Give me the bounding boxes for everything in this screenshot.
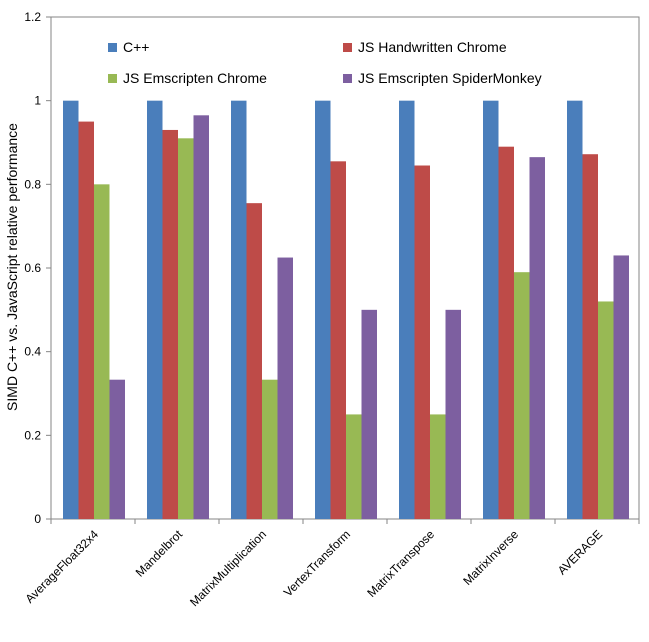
bar (78, 121, 94, 519)
bar (399, 100, 415, 520)
bar (231, 100, 247, 520)
bar (598, 301, 614, 519)
y-tick-label: 0.8 (24, 177, 41, 191)
legend-label: JS Handwritten Chrome (358, 39, 507, 55)
bar (498, 146, 514, 519)
bar (63, 100, 79, 520)
legend-label: C++ (123, 39, 149, 55)
x-tick-label: Mandelbrot (133, 527, 186, 580)
legend-label: JS Emscripten SpiderMonkey (358, 70, 542, 86)
x-tick-label: MatrixInverse (460, 527, 521, 588)
legend-swatch (108, 43, 117, 52)
bar (147, 100, 163, 520)
y-axis-label: SIMD C++ vs. JavaScript relative perform… (4, 123, 20, 411)
bar (361, 309, 377, 519)
x-tick-label: MatrixMultiplication (187, 527, 269, 609)
bar (414, 165, 430, 519)
bar (582, 154, 598, 520)
x-tick-label: AVERAGE (555, 527, 605, 577)
y-tick-label: 0.4 (24, 345, 41, 359)
bar (567, 100, 583, 520)
legend-item: JS Emscripten Chrome (108, 70, 267, 86)
x-tick-label: VertexTransform (281, 527, 353, 599)
bar (315, 100, 331, 520)
bar (178, 138, 194, 520)
bar (613, 255, 629, 519)
bar (529, 157, 545, 519)
bar (162, 129, 178, 519)
bar (262, 379, 278, 519)
y-tick-label: 0.6 (24, 261, 41, 275)
bar (346, 414, 362, 519)
x-tick-label: MatrixTranspose (364, 527, 437, 600)
bar (246, 203, 262, 520)
legend-swatch (343, 43, 352, 52)
legend: C++ JS Handwritten Chrome JS Emscripten Ch… (108, 39, 542, 86)
y-tick-label: 1.2 (24, 10, 41, 24)
legend-swatch (108, 74, 117, 83)
bar (94, 184, 110, 520)
legend-item: JS Handwritten Chrome (343, 39, 507, 55)
bar (445, 309, 461, 519)
bar (277, 257, 293, 519)
legend-label: JS Emscripten Chrome (123, 70, 267, 86)
legend-item: JS Emscripten SpiderMonkey (343, 70, 542, 86)
x-tick-label: AverageFloat32x4 (22, 527, 101, 606)
x-axis: AverageFloat32x4 Mandelbrot MatrixMultipli… (22, 518, 640, 609)
y-tick-label: 0 (34, 512, 41, 526)
bar (193, 115, 209, 519)
bar (109, 379, 125, 519)
bars (63, 100, 629, 520)
bar (430, 414, 446, 519)
legend-swatch (343, 74, 352, 83)
y-axis: 0 0.2 0.4 0.6 0.8 1 1.2 (24, 10, 52, 526)
bar (330, 161, 346, 519)
y-tick-label: 0.2 (24, 428, 41, 442)
legend-item: C++ (108, 39, 149, 55)
y-tick-label: 1 (34, 94, 41, 108)
bar (483, 100, 499, 520)
bar (514, 272, 530, 519)
